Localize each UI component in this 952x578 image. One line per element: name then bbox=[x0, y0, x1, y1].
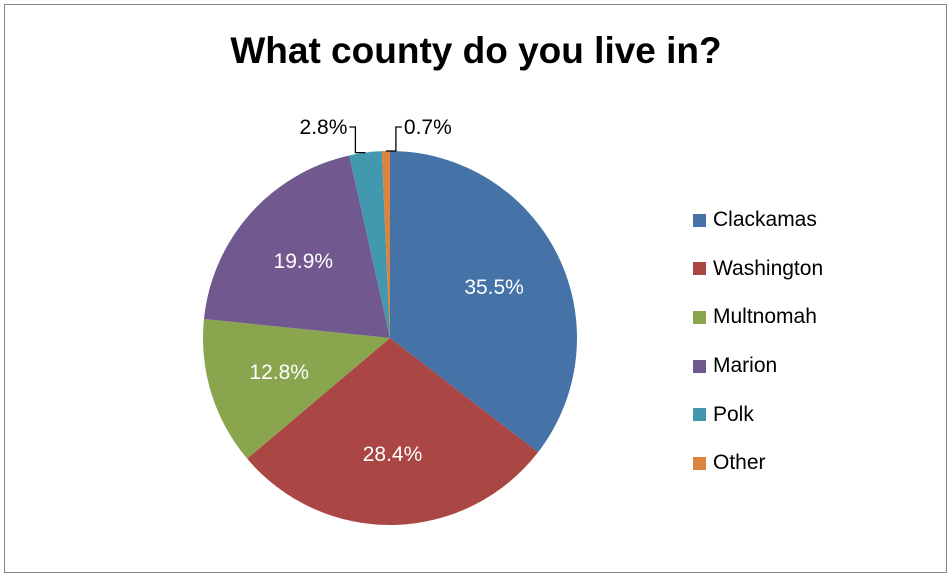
legend-label-washington: Washington bbox=[713, 256, 824, 280]
data-label-washington: 28.4% bbox=[363, 443, 423, 466]
pie-slice-multnomah bbox=[202, 318, 390, 459]
data-label-clackamas: 35.5% bbox=[464, 276, 524, 299]
chart-legend: Clackamas Washington Multnomah Marion Polk Ot… bbox=[693, 196, 933, 488]
chart-title: What county do you live in? bbox=[230, 30, 722, 71]
pie-slice-clackamas bbox=[390, 151, 577, 453]
legend-swatch-washington bbox=[693, 262, 706, 276]
data-label-multnomah: 12.8% bbox=[249, 361, 309, 384]
data-label-marion: 19.9% bbox=[274, 250, 334, 273]
legend-item-polk: Polk bbox=[693, 390, 933, 439]
legend-swatch-marion bbox=[693, 359, 706, 373]
legend-swatch-other bbox=[693, 456, 706, 470]
legend-item-clackamas: Clackamas bbox=[693, 196, 933, 245]
legend-label-clackamas: Clackamas bbox=[713, 208, 817, 232]
legend-swatch-clackamas bbox=[693, 213, 706, 227]
legend-item-marion: Marion bbox=[693, 342, 933, 391]
pie-slice-polk bbox=[349, 151, 390, 338]
legend-item-washington: Washington bbox=[693, 245, 933, 294]
legend-item-multnomah: Multnomah bbox=[693, 293, 933, 342]
legend-item-other: Other bbox=[693, 439, 933, 488]
legend-label-multnomah: Multnomah bbox=[713, 305, 817, 329]
data-label-polk: 2.8% bbox=[300, 116, 348, 139]
data-label-other: 0.7% bbox=[404, 116, 452, 139]
legend-swatch-multnomah bbox=[693, 310, 706, 324]
legend-swatch-polk bbox=[693, 408, 706, 422]
pie-slice-other bbox=[381, 151, 390, 338]
leader-line-other bbox=[385, 126, 402, 152]
legend-label-marion: Marion bbox=[713, 354, 778, 378]
legend-label-other: Other bbox=[713, 451, 766, 475]
leader-line-polk bbox=[349, 126, 366, 154]
legend-label-polk: Polk bbox=[713, 402, 754, 426]
pie-slice-washington bbox=[247, 338, 539, 525]
pie-slice-marion bbox=[203, 155, 390, 338]
